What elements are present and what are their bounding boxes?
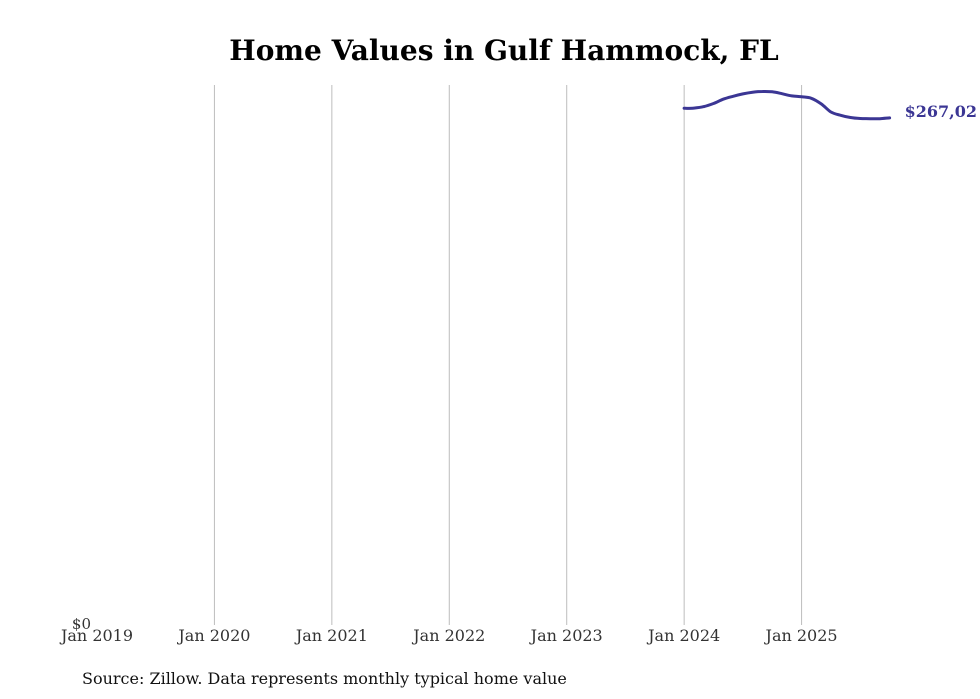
- chart-title: Home Values in Gulf Hammock, FL: [229, 34, 779, 67]
- series-end-label: $267,02: [905, 102, 977, 121]
- source-note: Source: Zillow. Data represents monthly …: [82, 669, 567, 688]
- y-tick-label: $0: [72, 615, 91, 633]
- x-tick-label: Jan 2023: [529, 626, 603, 645]
- x-tick-label: Jan 2021: [294, 626, 368, 645]
- y-axis-ticks: $0: [72, 615, 91, 633]
- x-tick-label: Jan 2020: [176, 626, 250, 645]
- gridlines: [213, 85, 803, 625]
- series-group: $267,02: [682, 89, 977, 121]
- x-tick-label: Jan 2022: [411, 626, 485, 645]
- x-tick-label: Jan 2025: [764, 626, 838, 645]
- x-axis-ticks: Jan 2019 Jan 2020 Jan 2021 Jan 2022 Jan 2023…: [59, 626, 838, 645]
- x-tick-label: Jan 2024: [646, 626, 720, 645]
- x-tick-label: Jan 2019: [59, 626, 133, 645]
- series-line: [682, 89, 892, 121]
